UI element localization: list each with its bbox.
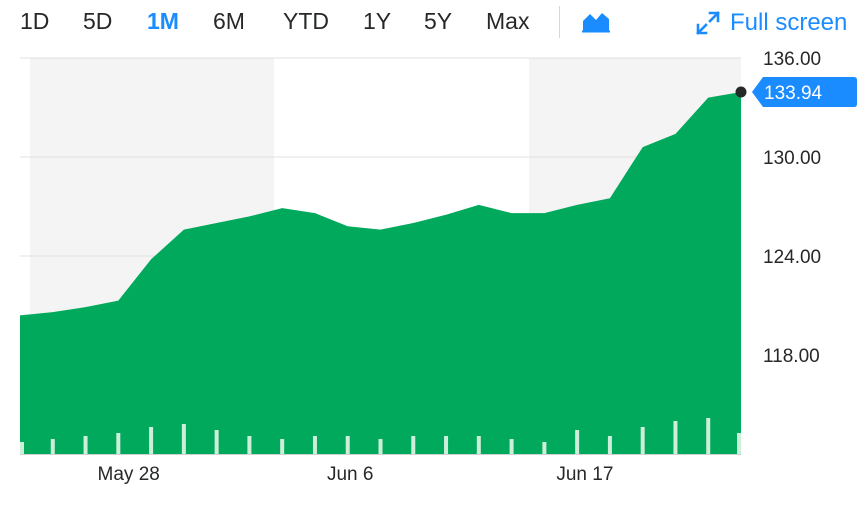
expand-arrows-icon <box>695 10 721 36</box>
x-tick-label: Jun 17 <box>556 464 613 485</box>
volume-bar <box>149 427 154 454</box>
volume-bar <box>280 439 285 454</box>
volume-bar <box>640 427 645 454</box>
volume-bar <box>542 442 547 454</box>
range-5d-button[interactable]: 5D <box>83 8 113 34</box>
volume-bar <box>247 436 252 454</box>
price-area <box>20 92 741 454</box>
volume-bar <box>378 439 383 454</box>
price-chart: 118.00 124.00 130.00 136.00 May 28 Jun 6 Jun 1… <box>20 49 857 485</box>
last-price-label: 133.94 <box>764 83 823 104</box>
y-tick-label: 118.00 <box>763 346 820 367</box>
volume-bar <box>214 430 219 454</box>
volume-bar <box>509 439 514 454</box>
range-ytd-button[interactable]: YTD <box>283 8 329 34</box>
y-tick-label: 136.00 <box>763 49 821 70</box>
last-price-tag <box>752 76 857 107</box>
volume-bar <box>673 421 678 454</box>
volume-bar <box>20 442 24 454</box>
volume-bar <box>116 433 121 454</box>
range-5y-button[interactable]: 5Y <box>424 8 453 34</box>
range-1d-button[interactable]: 1D <box>20 8 50 34</box>
last-price-dot <box>735 86 747 98</box>
fullscreen-label: Full screen <box>730 9 848 36</box>
volume-bar <box>444 436 449 454</box>
volume-bar <box>345 436 350 454</box>
range-6m-button[interactable]: 6M <box>213 8 245 34</box>
volume-bar <box>575 430 580 454</box>
range-1m-button[interactable]: 1M <box>147 8 179 34</box>
range-1y-button[interactable]: 1Y <box>363 8 392 34</box>
volume-bar <box>706 418 711 454</box>
volume-bar <box>50 439 55 454</box>
y-tick-label: 130.00 <box>763 148 821 169</box>
x-tick-label: Jun 6 <box>327 464 373 485</box>
range-max-button[interactable]: Max <box>486 8 530 34</box>
volume-bar <box>607 436 612 454</box>
volume-bar <box>312 436 317 454</box>
toolbar-divider <box>559 6 560 38</box>
volume-bar <box>83 436 88 454</box>
x-tick-label: May 28 <box>98 464 160 485</box>
range-toolbar: 1D 5D 1M 6M YTD 1Y 5Y Max Full screen <box>0 0 860 44</box>
volume-bar <box>181 424 186 454</box>
y-tick-label: 124.00 <box>763 247 821 268</box>
volume-bar <box>476 436 481 454</box>
area-chart-icon[interactable] <box>581 9 611 33</box>
volume-bar <box>737 433 741 454</box>
volume-bar <box>411 436 416 454</box>
